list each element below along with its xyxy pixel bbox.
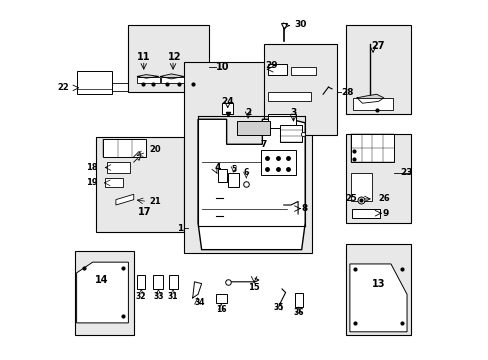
Bar: [216, 294, 226, 303]
Polygon shape: [77, 262, 128, 323]
Text: 20: 20: [149, 145, 161, 154]
Polygon shape: [356, 94, 383, 103]
Text: 22: 22: [58, 83, 69, 92]
Bar: [290, 67, 315, 75]
Bar: [267, 114, 296, 128]
Text: 10: 10: [216, 63, 229, 72]
Bar: [267, 64, 287, 75]
Bar: [346, 24, 410, 114]
Text: 35: 35: [273, 303, 283, 312]
Bar: [96, 137, 183, 232]
Bar: [137, 275, 145, 289]
Text: 17: 17: [138, 207, 151, 217]
Text: 8: 8: [301, 204, 307, 213]
Bar: [237, 121, 269, 135]
Bar: [228, 173, 239, 187]
Text: 4: 4: [214, 163, 221, 172]
Text: 33: 33: [153, 292, 163, 301]
Bar: [77, 71, 112, 94]
Text: 32: 32: [136, 292, 146, 301]
Polygon shape: [349, 264, 406, 332]
Bar: [294, 293, 303, 307]
Bar: [346, 244, 410, 336]
Text: 13: 13: [371, 279, 385, 289]
Text: 2: 2: [244, 108, 251, 117]
Text: 9: 9: [381, 209, 387, 218]
Bar: [107, 162, 130, 173]
Text: 14: 14: [95, 275, 108, 285]
Polygon shape: [198, 119, 305, 249]
Bar: [267, 93, 310, 102]
Text: 23: 23: [399, 168, 411, 177]
Text: 25: 25: [345, 194, 356, 203]
Bar: [105, 178, 123, 187]
Bar: [168, 275, 177, 289]
Text: 16: 16: [216, 305, 226, 314]
Bar: [280, 125, 301, 143]
Text: 3: 3: [290, 108, 296, 117]
Bar: [353, 98, 392, 111]
Text: 29: 29: [264, 61, 277, 70]
Text: 34: 34: [194, 298, 204, 307]
Polygon shape: [116, 194, 134, 205]
Text: 6: 6: [243, 168, 248, 177]
Bar: [264, 44, 337, 135]
Bar: [75, 251, 134, 336]
Bar: [260, 150, 296, 175]
Bar: [183, 62, 312, 253]
Polygon shape: [137, 75, 159, 78]
Text: 36: 36: [293, 309, 304, 318]
Text: 18: 18: [86, 163, 98, 172]
Text: 21: 21: [149, 197, 161, 206]
Text: 27: 27: [371, 41, 385, 51]
Bar: [350, 134, 393, 162]
Text: 31: 31: [167, 292, 178, 301]
Text: 11: 11: [137, 52, 150, 62]
Text: 12: 12: [168, 52, 181, 62]
Bar: [346, 134, 410, 223]
Text: 30: 30: [294, 20, 306, 29]
Text: 28: 28: [340, 88, 353, 97]
Polygon shape: [160, 74, 183, 79]
Text: 5: 5: [231, 165, 236, 174]
Text: 26: 26: [378, 194, 389, 203]
Text: 1: 1: [177, 224, 183, 233]
Bar: [160, 77, 183, 83]
Bar: [217, 169, 226, 182]
Bar: [222, 103, 233, 114]
Bar: [136, 77, 160, 83]
Text: 19: 19: [86, 178, 98, 187]
Text: 15: 15: [248, 283, 260, 292]
Bar: [153, 275, 163, 289]
Text: 24: 24: [221, 97, 234, 106]
Bar: [350, 173, 372, 202]
Text: 7: 7: [260, 140, 266, 149]
Bar: [128, 24, 208, 93]
Bar: [351, 208, 380, 217]
Bar: [103, 139, 146, 157]
